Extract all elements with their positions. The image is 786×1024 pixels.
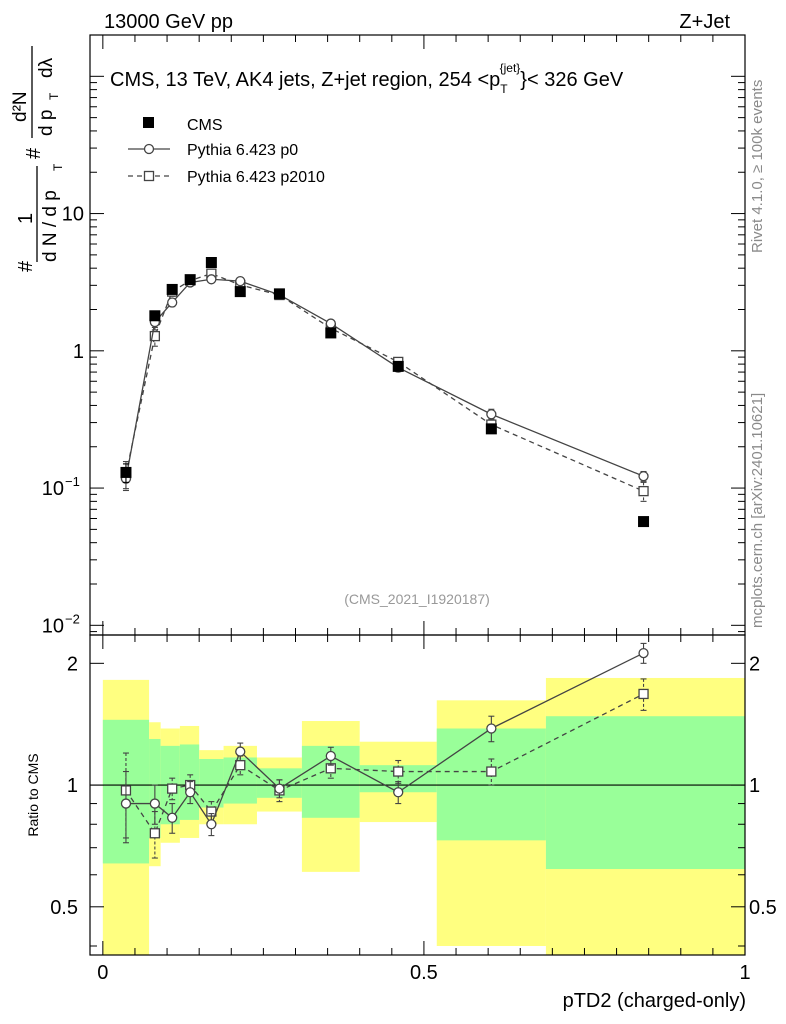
analysis-id: (CMS_2021_I1920187) bbox=[344, 591, 490, 607]
ratio-p2010-point bbox=[149, 828, 161, 839]
rivet-version-label: Rivet 4.1.0, ≥ 100k events bbox=[749, 80, 766, 253]
ylabel-one: 1 bbox=[15, 213, 37, 224]
main-cms-point bbox=[120, 466, 132, 478]
main-p0-point bbox=[325, 318, 336, 329]
legend-cms-marker bbox=[143, 117, 154, 128]
main-p2010-point bbox=[149, 330, 161, 342]
main-p0-point bbox=[206, 274, 217, 285]
legend-label-cms: CMS bbox=[187, 117, 223, 134]
main-cms-point bbox=[166, 283, 178, 295]
main-p0-point bbox=[235, 275, 246, 287]
ratio-p0-point bbox=[393, 787, 404, 798]
ratio-axes: 2 2 1 1 0.5 0.5 0 0.5 1 bbox=[50, 635, 777, 984]
ratio-p0-point bbox=[167, 812, 178, 823]
main-y-tick-label-0: 10 bbox=[62, 204, 84, 226]
main-p2010-point bbox=[638, 485, 649, 497]
main-cms-point bbox=[392, 360, 404, 372]
ylabel-dn: d N / d p bbox=[40, 190, 61, 262]
ratio-p0-point bbox=[206, 819, 217, 830]
ylabel-d2n: d²N bbox=[10, 91, 31, 122]
ratio-p2010-point bbox=[486, 766, 497, 777]
main-cms-point bbox=[184, 274, 196, 286]
legend-p0-marker bbox=[143, 143, 155, 155]
ratio-plot-frame bbox=[89, 634, 746, 956]
main-y-tick-label-2: 10 bbox=[42, 478, 64, 500]
plot-title-prefix: CMS, 13 TeV, AK4 jets, Z+jet region, 254… bbox=[110, 69, 500, 91]
ratio-p2010-point bbox=[393, 766, 404, 777]
main-y-tick-exp-3: −2 bbox=[65, 611, 80, 626]
ylabel-dl: dλ bbox=[36, 57, 57, 78]
ratio-y-axis-label: Ratio to CMS bbox=[25, 753, 41, 836]
main-cms-point bbox=[273, 288, 285, 300]
ratio-p0-point bbox=[638, 647, 649, 659]
plot-title: CMS, 13 TeV, AK4 jets, Z+jet region, 254… bbox=[110, 61, 624, 96]
x-axis-label: pTD2 (charged-only) bbox=[563, 990, 746, 1012]
ratio-frame-box bbox=[89, 634, 746, 956]
ratio-p0-point bbox=[149, 798, 161, 809]
main-y-tick-exp-2: −1 bbox=[65, 474, 80, 489]
main-p0-point bbox=[638, 471, 649, 482]
ratio-y-tick-label-left-1: 1 bbox=[67, 775, 78, 797]
ratio-p2010-point bbox=[167, 783, 178, 794]
main-cms-point bbox=[485, 423, 497, 435]
x-tick-label-1: 0.5 bbox=[410, 962, 438, 984]
ratio-p0-point bbox=[274, 783, 285, 794]
ylabel-hash-1: # bbox=[15, 260, 37, 272]
plot-title-sub: T bbox=[500, 82, 508, 96]
main-cms-point bbox=[149, 310, 161, 322]
ylabel-dpt: d p bbox=[36, 110, 57, 136]
x-tick-label-2: 1 bbox=[739, 962, 750, 984]
ratio-band-inner-10 bbox=[545, 716, 745, 870]
ratio-plot-series bbox=[120, 642, 649, 859]
x-tick-label-0: 0 bbox=[97, 962, 108, 984]
ylabel-t2: T bbox=[47, 92, 61, 100]
main-plot-series bbox=[120, 257, 650, 528]
ratio-y-tick-label-right-2: 0.5 bbox=[749, 897, 777, 919]
main-cms-point bbox=[234, 286, 246, 298]
ratio-p2010-point bbox=[235, 760, 246, 771]
ratio-p0-point bbox=[235, 746, 246, 757]
ratio-p0-point bbox=[325, 750, 336, 762]
energy-label: 13000 GeV pp bbox=[104, 11, 233, 33]
main-cms-point bbox=[325, 327, 337, 339]
main-y-tick-label-3: 10 bbox=[42, 615, 64, 637]
ylabel-t1: T bbox=[51, 163, 65, 171]
ratio-y-tick-label-right-0: 2 bbox=[749, 653, 760, 675]
legend-p2010-marker bbox=[143, 170, 155, 182]
main-p0-point bbox=[167, 297, 178, 308]
main-y-tick-label-1: 1 bbox=[73, 341, 84, 363]
ratio-p2010-point bbox=[638, 688, 649, 700]
ratio-p0-point bbox=[185, 787, 196, 798]
legend-label-p2010: Pythia 6.423 p2010 bbox=[187, 169, 325, 186]
ratio-y-tick-label-right-1: 1 bbox=[749, 775, 760, 797]
plot-title-suffix: }< 326 GeV bbox=[520, 69, 624, 91]
legend-label-p0: Pythia 6.423 p0 bbox=[187, 142, 298, 159]
main-cms-point bbox=[205, 257, 217, 269]
ratio-p0-point bbox=[486, 723, 497, 734]
ratio-p0-point bbox=[120, 798, 132, 809]
ratio-y-tick-label-left-0: 2 bbox=[67, 653, 78, 675]
main-y-axis-label: # 1 d N / d p T # d²N d p T dλ bbox=[10, 46, 65, 272]
plot-title-sup: {jet} bbox=[500, 61, 521, 75]
main-cms-point bbox=[638, 516, 650, 528]
main-p0-point bbox=[486, 409, 497, 420]
legend: CMS Pythia 6.423 p0 Pythia 6.423 p2010 bbox=[128, 117, 325, 186]
ratio-y-tick-label-left-2: 0.5 bbox=[50, 897, 78, 919]
process-label: Z+Jet bbox=[679, 11, 730, 33]
ylabel-hash-2: # bbox=[23, 147, 45, 159]
source-label: mcplots.cern.ch [arXiv:2401.10621] bbox=[749, 393, 766, 628]
